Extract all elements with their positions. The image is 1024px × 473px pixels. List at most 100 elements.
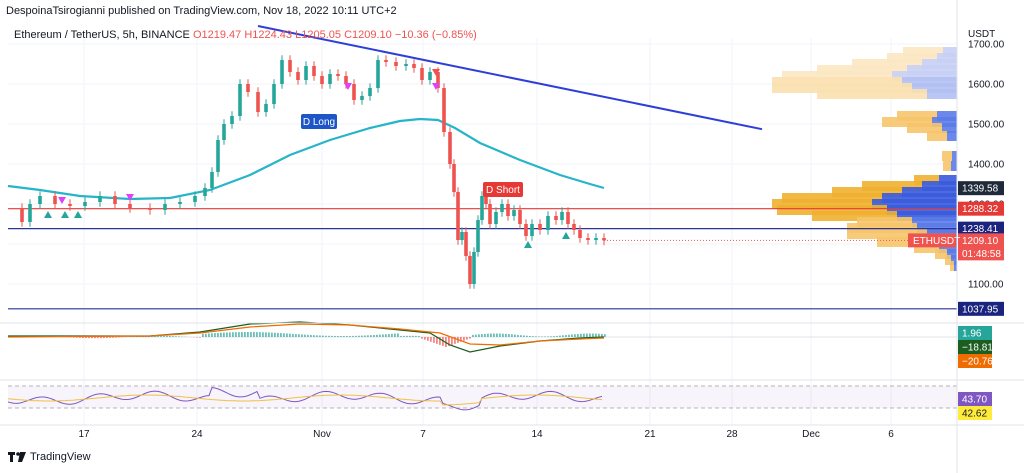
macd-histogram-bar [601, 333, 603, 337]
macd-histogram-bar [355, 335, 357, 337]
candle-body [412, 64, 416, 68]
volume-bar-blue [892, 71, 957, 81]
time-tick: Nov [313, 429, 331, 440]
macd-histogram-bar [403, 335, 405, 337]
macd-histogram-bar [547, 336, 549, 337]
macd-histogram-bar [394, 333, 396, 337]
candle-body [602, 238, 606, 241]
macd-value: −18.81 [962, 343, 993, 354]
macd-histogram-bar [409, 335, 411, 337]
price-label: 1037.95 [962, 304, 999, 315]
volume-bar-orange [772, 83, 912, 93]
trend-line [257, 25, 763, 131]
macd-histogram-bar [253, 332, 255, 337]
macd-histogram-bar [157, 335, 159, 337]
price-label: 01:48:58 [962, 249, 1001, 260]
signal-markers [44, 69, 570, 248]
macd-histogram-bar [544, 336, 546, 337]
macd-histogram-bar [259, 332, 261, 337]
macd-histogram-bar [298, 334, 300, 337]
buy-signal-marker [524, 241, 532, 248]
macd-histogram-bar [400, 335, 402, 337]
candle-body [500, 204, 504, 212]
macd-histogram-bar [373, 334, 375, 337]
candle-body [288, 60, 292, 72]
macd-histogram-bar [265, 332, 267, 337]
macd-histogram-bar [514, 334, 516, 337]
macd-value-bg [958, 340, 992, 354]
macd-histogram-bar [286, 333, 288, 337]
macd-value-bg [958, 326, 992, 340]
macd-histogram-bar [595, 333, 597, 337]
macd-histogram-bar [535, 336, 537, 337]
macd-histogram-bar [262, 332, 264, 337]
macd-histogram-bar [475, 334, 477, 337]
macd-histogram-bar [211, 333, 213, 337]
buy-signal-marker [61, 211, 69, 218]
volume-bar-blue [917, 223, 957, 233]
time-tick: 6 [888, 429, 894, 440]
macd-histogram-bar [520, 335, 522, 337]
volume-bar-blue [943, 47, 957, 57]
volume-bar-orange [950, 261, 954, 271]
candle-body [488, 204, 492, 224]
candle-body [512, 210, 516, 216]
candle-body [404, 64, 408, 66]
candle-body [83, 202, 87, 206]
macd-histogram-bar [415, 335, 417, 337]
macd-histogram-bar [565, 335, 567, 337]
volume-bar-orange [882, 117, 932, 127]
macd-histogram-bar [430, 337, 432, 342]
macd-signal-line [7, 323, 605, 346]
candle-body [280, 60, 284, 84]
volume-bar-blue [947, 249, 957, 259]
macd-histogram-bar [229, 332, 231, 337]
macd-histogram-bar [340, 335, 342, 337]
macd-histogram-bar [577, 333, 579, 337]
candle-body [586, 238, 590, 240]
brand-name: TradingView [30, 451, 91, 463]
macd-histogram-bar [433, 337, 435, 343]
candle-body [452, 164, 456, 192]
volume-bar-orange [817, 65, 907, 75]
macd-histogram-bar [88, 337, 90, 339]
volume-bar-blue [939, 175, 957, 185]
volume-bar-orange [943, 161, 951, 171]
candle-body [578, 230, 582, 238]
rsi-pane [7, 385, 957, 411]
macd-histogram-bar [376, 334, 378, 337]
candle-body [476, 220, 480, 252]
macd-histogram-bar [361, 335, 363, 337]
macd-histogram-bar [589, 333, 591, 337]
volume-bar-orange [852, 59, 922, 69]
time-tick: 7 [420, 429, 426, 440]
macd-histogram-bar [307, 334, 309, 337]
volume-bar-orange [927, 131, 947, 141]
rsi-ma-value-bg [958, 406, 992, 420]
candle-body [594, 238, 598, 240]
macd-histogram-bar [538, 336, 540, 337]
macd-histogram-bar [94, 337, 96, 339]
macd-histogram-bar [241, 332, 243, 337]
candle-body [238, 84, 242, 116]
open-value: O1219.47 [192, 29, 242, 41]
volume-bar-orange [772, 199, 872, 209]
macd-histogram-bar [541, 336, 543, 337]
macd-histogram-bar [283, 333, 285, 337]
macd-histogram-bar [502, 333, 504, 337]
macd-histogram-bar [532, 336, 534, 337]
volume-bar-blue [927, 89, 957, 99]
macd-histogram-bar [583, 333, 585, 337]
macd-value-bg [958, 354, 992, 368]
macd-histogram-bar [439, 337, 441, 345]
volume-bar-orange [887, 53, 937, 63]
volume-bar-orange [777, 205, 887, 215]
rsi-ma-value: 42.62 [962, 409, 987, 420]
macd-histogram-bar [223, 332, 225, 337]
candle-body [352, 84, 356, 100]
macd-histogram-bar [310, 335, 312, 337]
macd-histogram-bar [496, 333, 498, 337]
tradingview-logo[interactable]: TradingView [8, 451, 91, 463]
volume-bar-blue [951, 161, 957, 171]
